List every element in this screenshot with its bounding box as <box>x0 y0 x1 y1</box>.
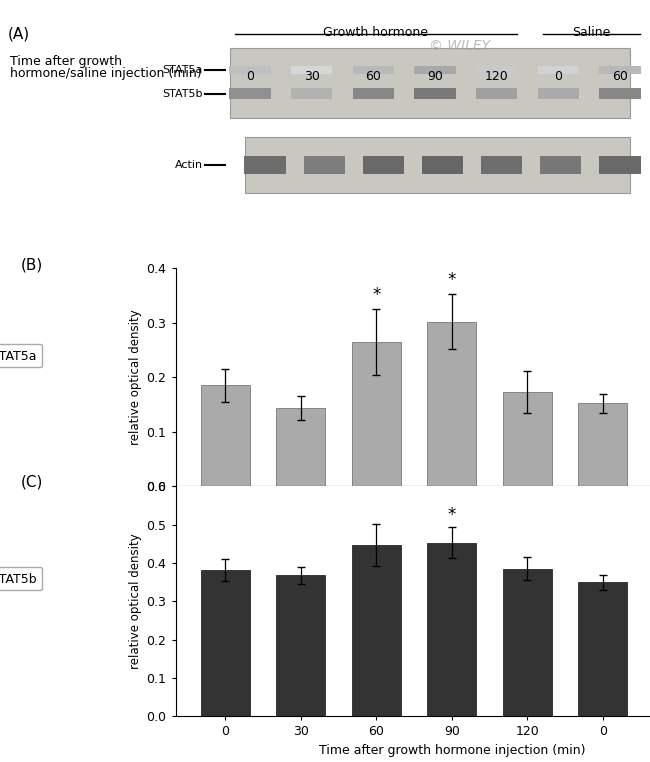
Bar <box>476 66 517 74</box>
Text: Actin: Actin <box>175 160 203 170</box>
Bar <box>276 575 325 716</box>
Legend: □STAT5a: □STAT5a <box>0 344 42 367</box>
Y-axis label: relative optical density: relative optical density <box>129 533 142 669</box>
Bar <box>578 582 627 716</box>
Bar <box>201 570 250 716</box>
Bar <box>538 88 579 99</box>
Text: *: * <box>372 286 380 303</box>
Text: 0: 0 <box>246 69 254 82</box>
Text: 60: 60 <box>612 69 628 82</box>
Bar <box>476 88 517 99</box>
Bar <box>599 155 640 174</box>
Bar <box>599 88 640 99</box>
Bar <box>481 155 522 174</box>
Text: STAT5a: STAT5a <box>162 66 203 75</box>
Text: *: * <box>448 506 456 523</box>
Text: © WILEY: © WILEY <box>430 39 491 53</box>
Y-axis label: relative optical density: relative optical density <box>129 309 142 445</box>
Text: Time after growth: Time after growth <box>10 55 122 68</box>
Bar <box>415 66 456 74</box>
Bar <box>291 88 332 99</box>
Bar <box>353 66 394 74</box>
Bar <box>353 88 394 99</box>
Bar <box>502 392 552 486</box>
Bar <box>304 155 344 174</box>
Bar <box>244 155 285 174</box>
Bar <box>291 66 332 74</box>
Bar <box>352 545 401 716</box>
Bar <box>363 155 404 174</box>
Text: Growth hormone: Growth hormone <box>323 27 428 40</box>
Bar <box>599 66 640 74</box>
Text: Saline: Saline <box>573 27 611 40</box>
Bar <box>538 66 579 74</box>
Bar <box>230 48 630 118</box>
Text: 60: 60 <box>365 69 382 82</box>
Bar <box>352 342 401 486</box>
Bar <box>415 88 456 99</box>
Bar <box>578 403 627 486</box>
Bar <box>201 386 250 486</box>
Bar <box>502 568 552 716</box>
Text: (A): (A) <box>8 27 30 41</box>
Bar <box>245 137 630 193</box>
Text: 0: 0 <box>554 69 562 82</box>
Text: 120: 120 <box>485 69 508 82</box>
Legend: ■STAT5b: ■STAT5b <box>0 567 42 591</box>
X-axis label: Time after growth hormone injection (min): Time after growth hormone injection (min… <box>318 744 585 757</box>
Bar <box>422 155 463 174</box>
Bar <box>427 322 476 486</box>
Text: 90: 90 <box>427 69 443 82</box>
Bar <box>427 543 476 716</box>
Text: hormone/saline injection (min): hormone/saline injection (min) <box>10 67 202 80</box>
Bar <box>229 66 270 74</box>
Bar <box>276 408 325 486</box>
Text: STAT5b: STAT5b <box>162 88 203 98</box>
Text: (B): (B) <box>21 257 43 272</box>
Bar <box>540 155 581 174</box>
Bar <box>229 88 270 99</box>
Text: *: * <box>448 271 456 289</box>
Text: (C): (C) <box>21 475 43 490</box>
Text: 30: 30 <box>304 69 320 82</box>
